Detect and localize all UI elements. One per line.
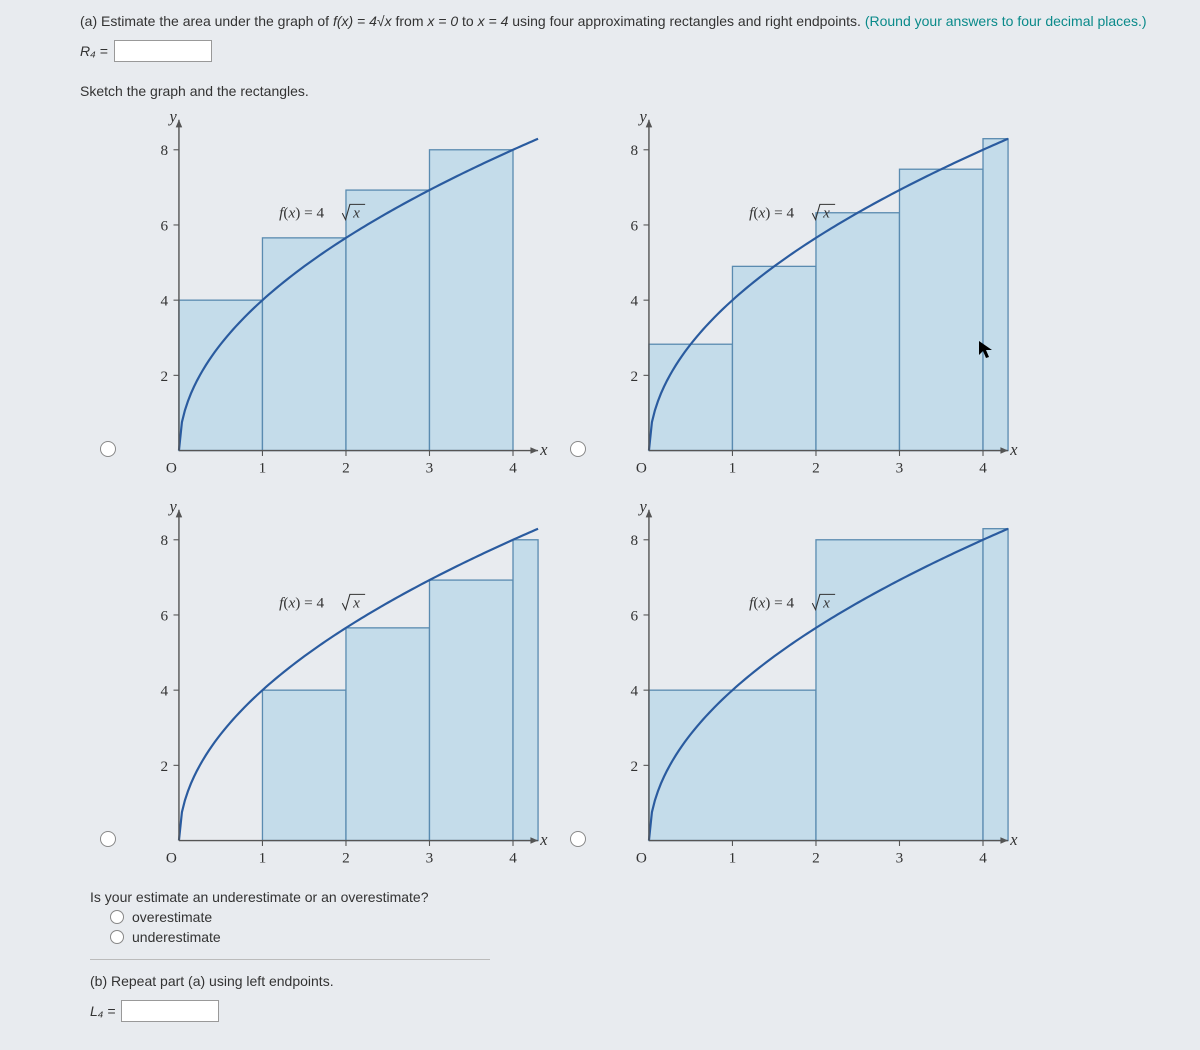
option-under-label: underestimate bbox=[132, 929, 221, 945]
svg-text:4: 4 bbox=[160, 292, 168, 309]
svg-text:2: 2 bbox=[342, 849, 350, 866]
svg-text:O: O bbox=[636, 459, 647, 476]
svg-text:6: 6 bbox=[160, 607, 168, 624]
svg-text:1: 1 bbox=[259, 459, 267, 476]
svg-text:4: 4 bbox=[979, 849, 987, 866]
svg-text:x: x bbox=[539, 440, 548, 459]
cursor-icon bbox=[978, 340, 994, 365]
svg-text:y: y bbox=[638, 111, 648, 126]
svg-text:4: 4 bbox=[509, 459, 517, 476]
r4-label: R₄ = bbox=[80, 43, 108, 59]
qa-mid2: to bbox=[462, 13, 478, 29]
graph-cell-tl: 12342468yxOf(x) = 4 x bbox=[100, 111, 560, 491]
graph-cell-tr: 12342468yxOf(x) = 4 x bbox=[570, 111, 1030, 491]
qa-x0: x = 0 bbox=[427, 13, 458, 29]
svg-text:1: 1 bbox=[729, 459, 737, 476]
svg-text:O: O bbox=[166, 849, 177, 866]
graph-radio-tl[interactable] bbox=[100, 441, 116, 457]
svg-text:4: 4 bbox=[979, 459, 987, 476]
qa-mid1: from bbox=[396, 13, 428, 29]
graphs-grid: 12342468yxOf(x) = 4 x 12342468yxOf(x) = … bbox=[100, 111, 1180, 881]
graph-cell-br: 12342468yxOf(x) = 4 x bbox=[570, 501, 1030, 881]
svg-text:6: 6 bbox=[160, 217, 168, 234]
svg-text:2: 2 bbox=[630, 758, 638, 775]
svg-text:2: 2 bbox=[812, 849, 820, 866]
svg-text:8: 8 bbox=[160, 532, 168, 549]
option-over-row[interactable]: overestimate bbox=[110, 909, 1180, 925]
graph-radio-bl[interactable] bbox=[100, 831, 116, 847]
svg-text:8: 8 bbox=[630, 142, 638, 159]
svg-text:2: 2 bbox=[630, 368, 638, 385]
svg-text:3: 3 bbox=[426, 459, 434, 476]
l4-label: L₄ = bbox=[90, 1003, 115, 1019]
svg-text:4: 4 bbox=[509, 849, 517, 866]
svg-text:8: 8 bbox=[630, 532, 638, 549]
svg-text:2: 2 bbox=[342, 459, 350, 476]
radio-under[interactable] bbox=[110, 930, 124, 944]
svg-text:4: 4 bbox=[630, 292, 638, 309]
divider bbox=[90, 959, 490, 960]
qa-fn: f(x) = 4√x bbox=[333, 13, 396, 29]
question-b: (b) Repeat part (a) using left endpoints… bbox=[90, 970, 1180, 992]
qa-hint: (Round your answers to four decimal plac… bbox=[865, 13, 1147, 29]
svg-text:y: y bbox=[168, 501, 178, 516]
r4-input[interactable] bbox=[114, 40, 212, 62]
page-container: (a) Estimate the area under the graph of… bbox=[0, 0, 1200, 1050]
svg-text:6: 6 bbox=[630, 217, 638, 234]
svg-text:1: 1 bbox=[729, 849, 737, 866]
svg-text:3: 3 bbox=[896, 459, 904, 476]
svg-text:2: 2 bbox=[160, 368, 168, 385]
graph-svg-br: 12342468yxOf(x) = 4 x bbox=[600, 501, 1020, 871]
graph-svg-tr: 12342468yxOf(x) = 4 x bbox=[600, 111, 1020, 481]
sub-question: Is your estimate an underestimate or an … bbox=[90, 889, 1180, 905]
qa-x1: x = 4 bbox=[478, 13, 509, 29]
svg-text:2: 2 bbox=[812, 459, 820, 476]
svg-text:1: 1 bbox=[259, 849, 267, 866]
svg-text:O: O bbox=[166, 459, 177, 476]
svg-text:6: 6 bbox=[630, 607, 638, 624]
svg-text:4: 4 bbox=[160, 682, 168, 699]
svg-text:3: 3 bbox=[896, 849, 904, 866]
svg-text:8: 8 bbox=[160, 142, 168, 159]
graph-cell-bl: 12342468yxOf(x) = 4 x bbox=[100, 501, 560, 881]
svg-text:y: y bbox=[168, 111, 178, 126]
svg-text:y: y bbox=[638, 501, 648, 516]
graph-radio-br[interactable] bbox=[570, 831, 586, 847]
question-a: (a) Estimate the area under the graph of… bbox=[80, 10, 1180, 32]
sketch-instruction: Sketch the graph and the rectangles. bbox=[80, 80, 1180, 102]
l4-input[interactable] bbox=[121, 1000, 219, 1022]
option-over-label: overestimate bbox=[132, 909, 212, 925]
svg-text:3: 3 bbox=[426, 849, 434, 866]
svg-text:x: x bbox=[1009, 440, 1018, 459]
svg-text:x: x bbox=[1009, 830, 1018, 849]
option-under-row[interactable]: underestimate bbox=[110, 929, 1180, 945]
svg-text:2: 2 bbox=[160, 758, 168, 775]
r4-answer-row: R₄ = bbox=[80, 40, 1180, 62]
radio-over[interactable] bbox=[110, 910, 124, 924]
graph-svg-tl: 12342468yxOf(x) = 4 x bbox=[130, 111, 550, 481]
svg-text:4: 4 bbox=[630, 682, 638, 699]
graph-radio-tr[interactable] bbox=[570, 441, 586, 457]
graph-svg-bl: 12342468yxOf(x) = 4 x bbox=[130, 501, 550, 871]
qa-prefix: (a) Estimate the area under the graph of bbox=[80, 13, 333, 29]
svg-text:x: x bbox=[539, 830, 548, 849]
svg-text:O: O bbox=[636, 849, 647, 866]
qa-suffix: using four approximating rectangles and … bbox=[512, 13, 865, 29]
